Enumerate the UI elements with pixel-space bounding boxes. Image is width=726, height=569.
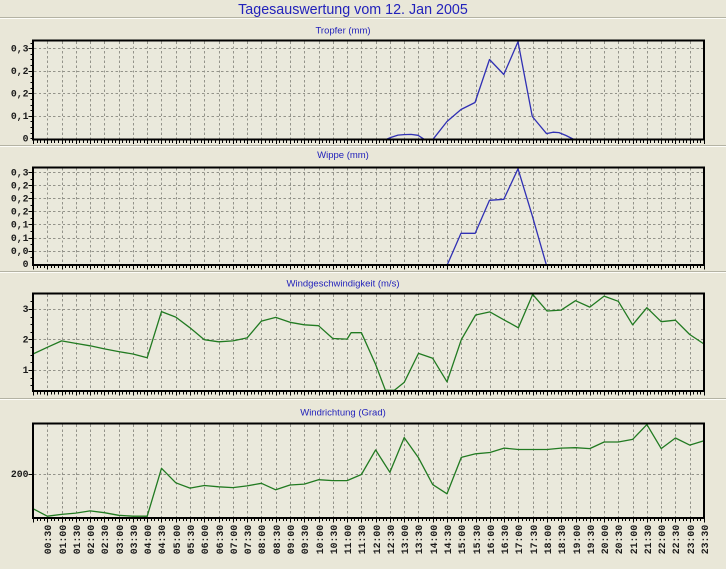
svg-text:22:00: 22:00	[657, 525, 668, 555]
svg-text:04:00: 04:00	[143, 525, 154, 555]
svg-text:18:30: 18:30	[557, 525, 568, 555]
svg-text:12:00: 12:00	[372, 525, 383, 555]
svg-text:15:00: 15:00	[457, 525, 468, 555]
svg-text:02:00: 02:00	[86, 525, 97, 555]
svg-text:14:30: 14:30	[443, 525, 454, 555]
svg-text:2: 2	[23, 335, 29, 346]
svg-text:03:00: 03:00	[115, 525, 126, 555]
svg-text:09:00: 09:00	[286, 525, 297, 555]
svg-text:0,1: 0,1	[11, 111, 29, 122]
svg-text:05:00: 05:00	[172, 525, 183, 555]
svg-text:Windgeschwindigkeit (m/s): Windgeschwindigkeit (m/s)	[287, 279, 400, 290]
svg-text:1: 1	[23, 365, 29, 376]
svg-text:19:30: 19:30	[586, 525, 597, 555]
svg-text:01:30: 01:30	[72, 525, 83, 555]
svg-text:13:30: 13:30	[414, 525, 425, 555]
svg-text:08:30: 08:30	[272, 525, 283, 555]
svg-text:0,2: 0,2	[11, 207, 29, 218]
svg-text:19:00: 19:00	[572, 525, 583, 555]
svg-text:18:00: 18:00	[543, 525, 554, 555]
svg-text:06:30: 06:30	[215, 525, 226, 555]
svg-text:Windrichtung (Grad): Windrichtung (Grad)	[300, 407, 386, 418]
svg-text:0,3: 0,3	[11, 167, 29, 178]
svg-text:02:30: 02:30	[100, 525, 111, 555]
svg-text:13:00: 13:00	[400, 525, 411, 555]
svg-text:200: 200	[11, 469, 29, 480]
svg-text:22:30: 22:30	[671, 525, 682, 555]
svg-text:03:30: 03:30	[129, 525, 140, 555]
svg-text:17:00: 17:00	[514, 525, 525, 555]
svg-text:06:00: 06:00	[200, 525, 211, 555]
svg-text:17:30: 17:30	[529, 525, 540, 555]
svg-text:0,2: 0,2	[11, 66, 29, 77]
svg-text:12:30: 12:30	[386, 525, 397, 555]
svg-text:07:00: 07:00	[229, 525, 240, 555]
svg-text:21:30: 21:30	[643, 525, 654, 555]
svg-text:11:00: 11:00	[343, 525, 354, 555]
svg-text:0,2: 0,2	[11, 180, 29, 191]
svg-text:0: 0	[23, 134, 29, 145]
svg-text:08:00: 08:00	[257, 525, 268, 555]
svg-text:0,2: 0,2	[11, 89, 29, 100]
svg-text:23:00: 23:00	[686, 525, 697, 555]
svg-text:10:30: 10:30	[329, 525, 340, 555]
svg-text:Wippe (mm): Wippe (mm)	[317, 150, 369, 161]
svg-text:0,1: 0,1	[11, 233, 29, 244]
svg-text:21:00: 21:00	[629, 525, 640, 555]
svg-text:16:00: 16:00	[486, 525, 497, 555]
svg-text:0,2: 0,2	[11, 194, 29, 205]
svg-text:07:30: 07:30	[243, 525, 254, 555]
svg-text:20:30: 20:30	[614, 525, 625, 555]
svg-text:14:00: 14:00	[429, 525, 440, 555]
svg-text:10:00: 10:00	[315, 525, 326, 555]
svg-text:11:30: 11:30	[357, 525, 368, 555]
svg-text:09:30: 09:30	[300, 525, 311, 555]
svg-text:20:00: 20:00	[600, 525, 611, 555]
svg-text:15:30: 15:30	[472, 525, 483, 555]
svg-text:0,3: 0,3	[11, 43, 29, 54]
svg-text:05:30: 05:30	[186, 525, 197, 555]
svg-text:01:00: 01:00	[58, 525, 69, 555]
svg-text:0: 0	[23, 259, 29, 270]
svg-text:16:30: 16:30	[500, 525, 511, 555]
svg-text:23:30: 23:30	[700, 525, 711, 555]
svg-text:0,1: 0,1	[11, 220, 29, 231]
svg-text:00:30: 00:30	[43, 525, 54, 555]
svg-text:Tagesauswertung vom 12. Jan 20: Tagesauswertung vom 12. Jan 2005	[238, 2, 468, 18]
svg-text:0,0: 0,0	[11, 246, 29, 257]
svg-text:3: 3	[23, 304, 29, 315]
svg-text:Tropfer (mm): Tropfer (mm)	[315, 25, 370, 36]
svg-text:04:30: 04:30	[157, 525, 168, 555]
